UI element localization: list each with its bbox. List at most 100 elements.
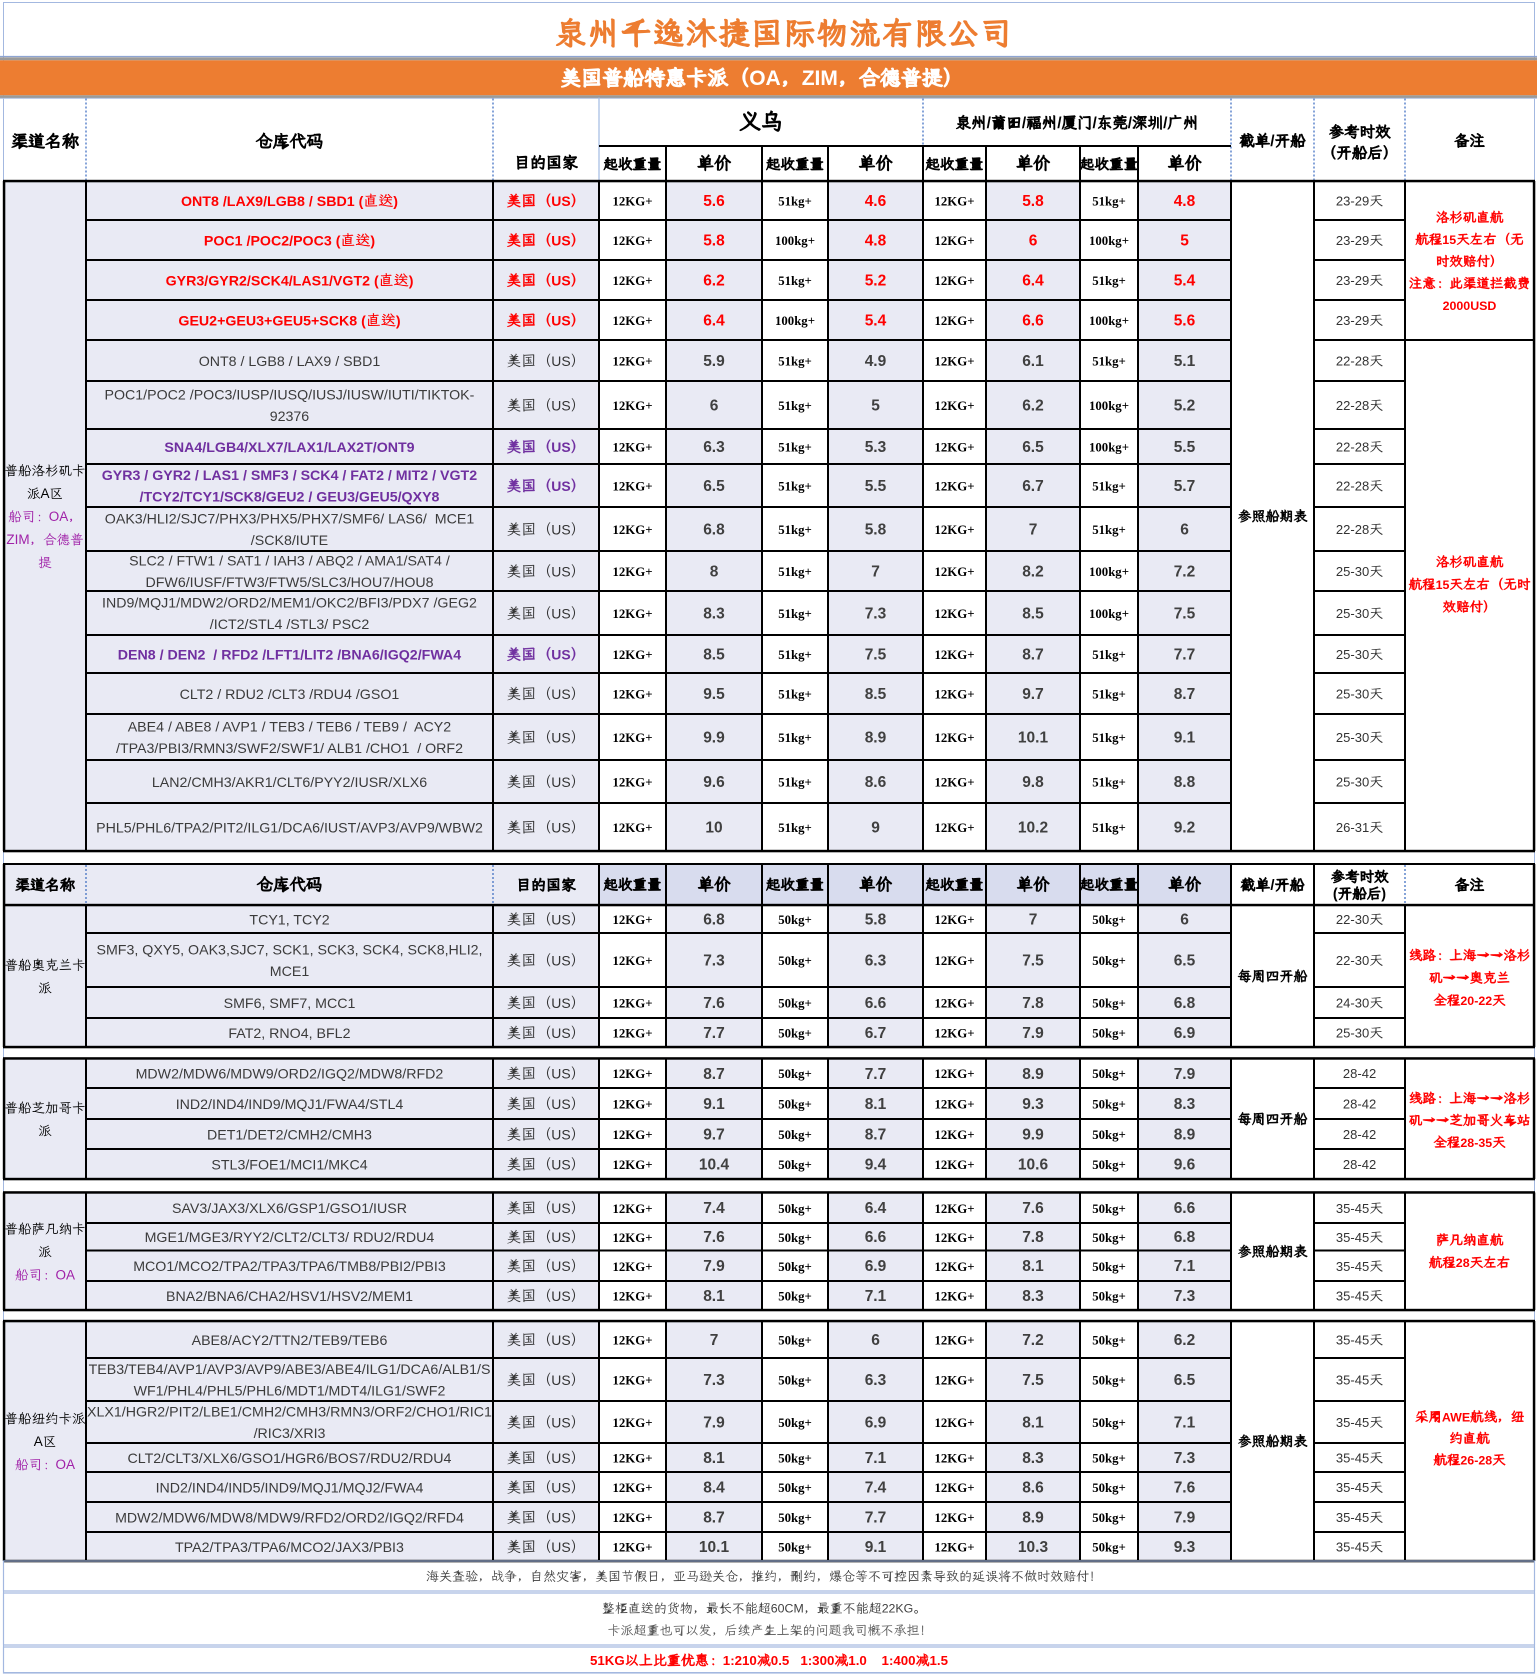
svg-text:50kg+: 50kg+ xyxy=(1092,913,1126,927)
svg-text:8.1: 8.1 xyxy=(1022,1415,1044,1432)
svg-text:7.5: 7.5 xyxy=(1174,606,1196,623)
svg-text:IND2/IND4/IND5/IND9/MQJ1/MQJ2/: IND2/IND4/IND5/IND9/MQJ1/MQJ2/FWA4 xyxy=(156,1480,424,1496)
svg-text:50kg+: 50kg+ xyxy=(1092,1128,1126,1142)
svg-text:50kg+: 50kg+ xyxy=(778,1067,812,1081)
svg-text:6.5: 6.5 xyxy=(1174,953,1196,970)
svg-text:50kg+: 50kg+ xyxy=(778,1231,812,1245)
svg-text:9.7: 9.7 xyxy=(1022,686,1044,703)
svg-text:28-35: 28-35 xyxy=(1460,1136,1492,1150)
svg-text:22-28: 22-28 xyxy=(1336,354,1369,369)
svg-text:23-29: 23-29 xyxy=(1336,233,1369,248)
svg-text:6: 6 xyxy=(871,1332,880,1349)
svg-text:6.4: 6.4 xyxy=(865,1200,887,1217)
svg-text:51kg+: 51kg+ xyxy=(778,565,812,579)
svg-text:25-30: 25-30 xyxy=(1336,775,1369,790)
svg-text:7.3: 7.3 xyxy=(865,606,887,623)
svg-text:PHL5/PHL6/TPA2/PIT2/ILG1/DCA6/: PHL5/PHL6/TPA2/PIT2/ILG1/DCA6/IUST/AVP3/… xyxy=(96,820,483,836)
svg-text:5.9: 5.9 xyxy=(703,353,725,370)
svg-text:60CM: 60CM xyxy=(771,1602,804,1616)
svg-text:12KG+: 12KG+ xyxy=(935,1481,975,1495)
svg-text:6: 6 xyxy=(1180,522,1189,539)
svg-text:A: A xyxy=(41,486,50,501)
svg-text:US: US xyxy=(551,1126,570,1142)
svg-text:US: US xyxy=(551,1414,570,1430)
svg-text:25-30: 25-30 xyxy=(1336,1026,1369,1041)
svg-text:9: 9 xyxy=(871,820,880,837)
svg-text:8.3: 8.3 xyxy=(1174,1096,1196,1113)
svg-text:51kg+: 51kg+ xyxy=(1092,776,1126,790)
svg-text:12KG+: 12KG+ xyxy=(613,1541,653,1555)
svg-text:12KG+: 12KG+ xyxy=(613,1481,653,1495)
svg-text:US: US xyxy=(551,272,570,288)
svg-text:12KG+: 12KG+ xyxy=(935,1290,975,1304)
svg-text:51kg+: 51kg+ xyxy=(1092,480,1126,494)
svg-text:7: 7 xyxy=(871,564,880,581)
svg-text:5.8: 5.8 xyxy=(865,912,887,929)
svg-text:/: / xyxy=(1022,115,1027,132)
svg-text:8.2: 8.2 xyxy=(1022,564,1044,581)
svg-text:7.5: 7.5 xyxy=(1022,953,1044,970)
svg-text:10.6: 10.6 xyxy=(1018,1157,1049,1174)
svg-text:50kg+: 50kg+ xyxy=(778,1098,812,1112)
svg-text:8.7: 8.7 xyxy=(1022,647,1044,664)
svg-text:51kg+: 51kg+ xyxy=(1092,355,1126,369)
svg-text:1:210: 1:210 xyxy=(723,1653,757,1668)
svg-text:12KG+: 12KG+ xyxy=(935,954,975,968)
svg-text:12KG+: 12KG+ xyxy=(935,776,975,790)
svg-text:DEN8 / DEN2 / RFD2 /LFT1/LIT2: DEN8 / DEN2 / RFD2 /LFT1/LIT2 /BNA6/IGQ2… xyxy=(118,647,461,663)
svg-text:51kg+: 51kg+ xyxy=(1092,731,1126,745)
svg-text:/: / xyxy=(1270,877,1275,894)
svg-text:12KG+: 12KG+ xyxy=(613,523,653,537)
svg-text:US: US xyxy=(551,605,570,621)
svg-text:8.5: 8.5 xyxy=(865,686,887,703)
svg-text:7.6: 7.6 xyxy=(703,995,725,1012)
svg-text:51kg+: 51kg+ xyxy=(778,688,812,702)
svg-text:7.1: 7.1 xyxy=(1174,1258,1196,1275)
svg-text:25-30: 25-30 xyxy=(1336,687,1369,702)
svg-text:12KG+: 12KG+ xyxy=(935,1334,975,1348)
svg-text:9.7: 9.7 xyxy=(703,1127,725,1144)
svg-text:12KG+: 12KG+ xyxy=(613,731,653,745)
svg-text:100kg+: 100kg+ xyxy=(1089,441,1129,455)
svg-text:50kg+: 50kg+ xyxy=(1092,1290,1126,1304)
svg-text:US: US xyxy=(551,563,570,579)
svg-text:12KG+: 12KG+ xyxy=(935,274,975,288)
svg-text:28-42: 28-42 xyxy=(1343,1097,1376,1112)
svg-text:US: US xyxy=(551,1156,570,1172)
svg-text:12KG+: 12KG+ xyxy=(935,355,975,369)
svg-text:5.8: 5.8 xyxy=(703,233,725,250)
svg-text:5: 5 xyxy=(871,398,880,415)
svg-text:US: US xyxy=(551,521,570,537)
svg-text:ONT8 / LGB8 / LAX9 / SBD1: ONT8 / LGB8 / LAX9 / SBD1 xyxy=(199,354,381,370)
svg-text:51kg+: 51kg+ xyxy=(1092,821,1126,835)
svg-text:MDW2/MDW6/MDW9/ORD2/IGQ2/MDW8/: MDW2/MDW6/MDW9/ORD2/IGQ2/MDW8/RFD2 xyxy=(136,1067,444,1083)
svg-text:35-45: 35-45 xyxy=(1336,1333,1369,1348)
svg-text:6.9: 6.9 xyxy=(865,1258,887,1275)
svg-text:12KG+: 12KG+ xyxy=(935,523,975,537)
svg-text:9.3: 9.3 xyxy=(1022,1096,1044,1113)
svg-text:12KG+: 12KG+ xyxy=(935,1128,975,1142)
svg-text:22KG: 22KG xyxy=(882,1602,914,1616)
svg-text:7.9: 7.9 xyxy=(1022,1025,1044,1042)
svg-text:9.1: 9.1 xyxy=(703,1096,725,1113)
svg-text:/RIC3/XRI3: /RIC3/XRI3 xyxy=(254,1426,326,1442)
svg-text:10.4: 10.4 xyxy=(699,1157,730,1174)
svg-text:50kg+: 50kg+ xyxy=(1092,1067,1126,1081)
svg-text:US: US xyxy=(551,1332,570,1348)
svg-text:6.2: 6.2 xyxy=(703,273,725,290)
svg-text:12KG+: 12KG+ xyxy=(613,913,653,927)
svg-text:24-30: 24-30 xyxy=(1336,996,1369,1011)
svg-text:7.6: 7.6 xyxy=(1174,1480,1196,1497)
svg-text:US: US xyxy=(551,1096,570,1112)
svg-text:15: 15 xyxy=(1436,578,1450,592)
svg-text:MCE1: MCE1 xyxy=(270,964,310,980)
svg-text:6.6: 6.6 xyxy=(865,1229,887,1246)
svg-text:51kg+: 51kg+ xyxy=(778,480,812,494)
svg-text:12KG+: 12KG+ xyxy=(613,234,653,248)
svg-text:50kg+: 50kg+ xyxy=(1092,1202,1126,1216)
svg-text:100kg+: 100kg+ xyxy=(775,234,815,248)
svg-text:7: 7 xyxy=(1029,912,1038,929)
svg-text:9.1: 9.1 xyxy=(1174,730,1196,747)
svg-text:12KG+: 12KG+ xyxy=(613,954,653,968)
svg-text:51kg+: 51kg+ xyxy=(778,648,812,662)
